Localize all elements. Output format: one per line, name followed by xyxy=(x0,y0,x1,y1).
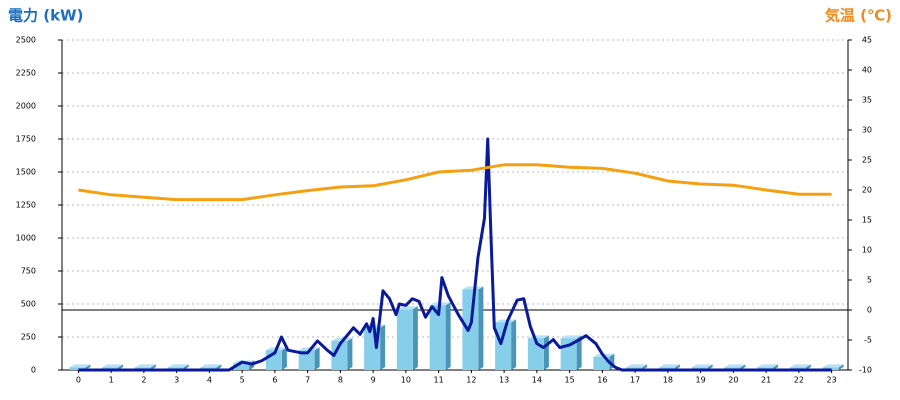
bar-side xyxy=(478,286,484,370)
bar-top xyxy=(757,364,779,368)
x-tick-label: 13 xyxy=(499,376,509,385)
bar xyxy=(69,367,86,370)
y-tick-label: 500 xyxy=(21,300,36,309)
x-tick-label: 12 xyxy=(466,376,476,385)
bar xyxy=(298,350,315,370)
bar-side xyxy=(576,335,582,370)
y2-tick-label: 30 xyxy=(862,126,872,135)
bar-top xyxy=(69,364,91,368)
bar xyxy=(396,309,413,370)
bar-side xyxy=(380,324,386,370)
y2-tick-label: -5 xyxy=(864,336,872,345)
x-tick-label: 6 xyxy=(272,376,277,385)
y2-tick-label: 0 xyxy=(867,306,872,315)
y2-tick-label: 5 xyxy=(867,276,872,285)
y2-tick-label: 20 xyxy=(862,186,872,195)
line xyxy=(78,137,832,372)
bar-side xyxy=(281,347,287,370)
y-tick-label: 750 xyxy=(21,267,36,276)
bar-top xyxy=(462,286,484,290)
x-tick-label: 14 xyxy=(532,376,542,385)
x-tick-label: 10 xyxy=(401,376,411,385)
bar xyxy=(233,363,250,370)
x-tick-label: 5 xyxy=(240,376,245,385)
x-tick-label: 4 xyxy=(207,376,212,385)
x-tick-label: 19 xyxy=(696,376,706,385)
bar-top xyxy=(200,364,222,368)
x-tick-label: 9 xyxy=(371,376,376,385)
bar-side xyxy=(314,347,320,370)
y-tick-label: 0 xyxy=(31,366,36,375)
y-tick-label: 1250 xyxy=(16,201,36,210)
x-tick-label: 15 xyxy=(565,376,575,385)
bar xyxy=(495,322,512,370)
x-tick-label: 8 xyxy=(338,376,343,385)
line xyxy=(78,163,832,202)
y-tick-label: 1500 xyxy=(16,168,36,177)
bar-top xyxy=(724,364,746,368)
bar xyxy=(331,340,348,370)
x-tick-label: 2 xyxy=(141,376,146,385)
bar-side xyxy=(412,306,418,370)
y-tick-label: 2000 xyxy=(16,102,36,111)
x-tick-label: 20 xyxy=(728,376,738,385)
bar xyxy=(462,289,479,370)
y-tick-label: 1750 xyxy=(16,135,36,144)
x-tick-label: 17 xyxy=(630,376,640,385)
x-tick-label: 16 xyxy=(597,376,607,385)
y2-tick-label: 40 xyxy=(862,66,872,75)
bar-side xyxy=(511,319,517,370)
bar-side xyxy=(347,337,353,370)
x-tick-label: 22 xyxy=(794,376,804,385)
x-tick-label: 3 xyxy=(174,376,179,385)
bar xyxy=(429,305,446,370)
y2-tick-label: 15 xyxy=(862,216,872,225)
bar-top xyxy=(560,335,582,339)
bar-top xyxy=(691,364,713,368)
bar-top xyxy=(495,319,517,323)
bar-top xyxy=(822,364,844,368)
x-tick-label: 0 xyxy=(76,376,81,385)
x-tick-label: 18 xyxy=(663,376,673,385)
y2-tick-label: 45 xyxy=(862,36,872,45)
x-tick-label: 11 xyxy=(434,376,444,385)
bar-top xyxy=(134,364,156,368)
y-tick-label: 1000 xyxy=(16,234,36,243)
y-tick-label: 250 xyxy=(21,333,36,342)
bar-top xyxy=(626,364,648,368)
bar-top xyxy=(102,364,124,368)
bar-top xyxy=(658,364,680,368)
x-tick-label: 21 xyxy=(761,376,771,385)
y2-tick-label: 35 xyxy=(862,96,872,105)
y2-axis-title: 気温 (℃) xyxy=(825,7,892,25)
y2-tick-label: -10 xyxy=(859,366,872,375)
y-tick-label: 2500 xyxy=(16,36,36,45)
y-tick-label: 2250 xyxy=(16,69,36,78)
x-tick-label: 1 xyxy=(109,376,114,385)
y-axis-title: 電力 (kW) xyxy=(8,7,83,25)
bar-side xyxy=(838,364,844,370)
y2-tick-label: 10 xyxy=(862,246,872,255)
bar-top xyxy=(789,364,811,368)
x-tick-label: 23 xyxy=(827,376,837,385)
bar-side xyxy=(543,335,549,370)
bar-top xyxy=(396,306,418,310)
x-tick-label: 7 xyxy=(305,376,310,385)
bar-side xyxy=(445,302,451,370)
y2-tick-label: 25 xyxy=(862,156,872,165)
bar-top xyxy=(167,364,189,368)
